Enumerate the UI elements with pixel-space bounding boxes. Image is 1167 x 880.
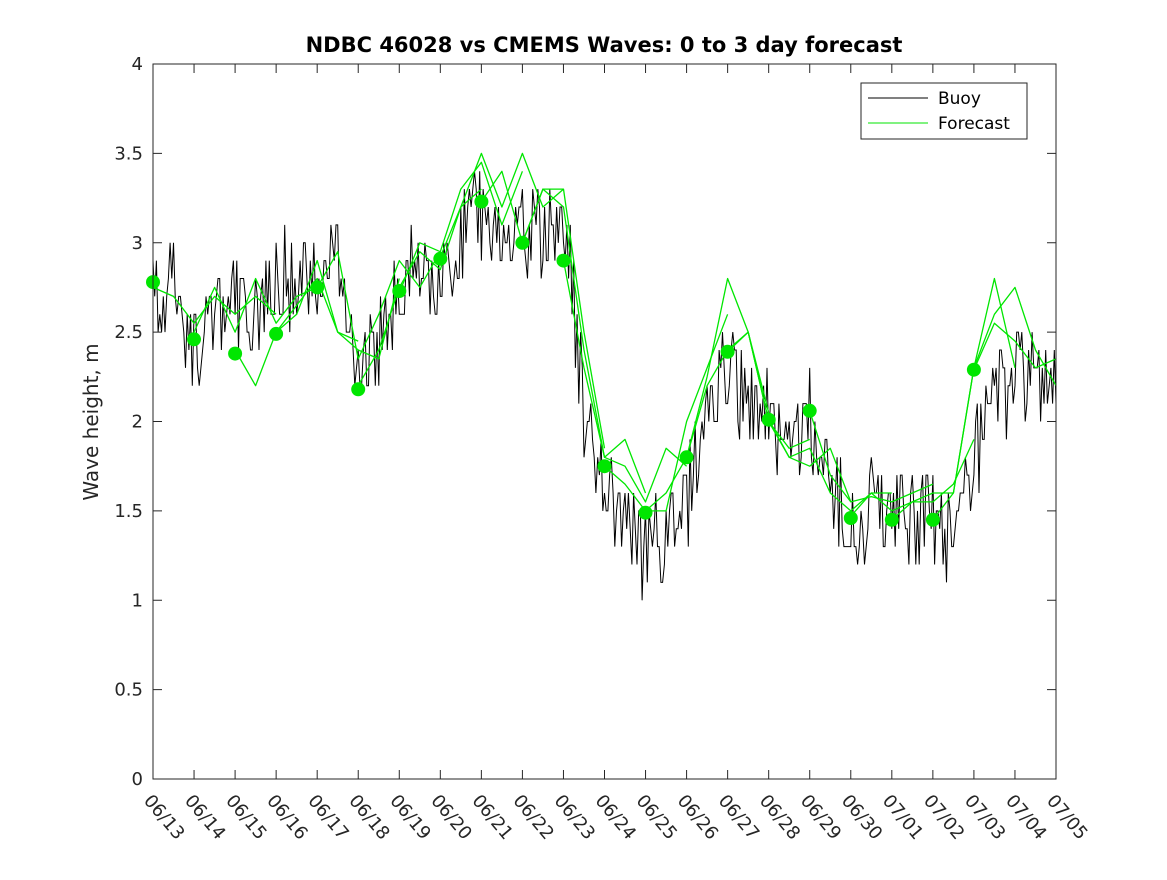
y-tick-label-2: 1 — [132, 590, 143, 611]
forecast-line-3 — [275, 259, 400, 360]
forecast-marker-5 — [351, 382, 366, 397]
forecast-marker-7 — [433, 251, 448, 266]
forecast-line-4 — [316, 251, 441, 360]
forecast-marker-19 — [925, 512, 940, 527]
y-tick-label-6: 3 — [132, 233, 143, 254]
y-tick-label-1: 0.5 — [114, 680, 143, 701]
forecast-marker-10 — [556, 253, 571, 268]
forecast-line-6 — [398, 161, 524, 294]
forecast-marker-20 — [966, 362, 981, 377]
y-tick-label-5: 2.5 — [114, 322, 143, 343]
forecast-marker-9 — [515, 235, 530, 250]
forecast-marker-3 — [269, 326, 284, 341]
forecast-marker-12 — [638, 505, 653, 520]
buoy-line — [152, 171, 1057, 601]
legend-buoy-label: Buoy — [938, 89, 981, 109]
forecast-marker-11 — [597, 459, 612, 474]
y-tick-label-8: 4 — [132, 54, 143, 75]
y-tick-label-4: 2 — [132, 412, 143, 433]
y-axis-ticks: 0 0.5 1 1.5 2 2.5 3 3.5 4 — [114, 54, 1056, 790]
legend: Buoy Forecast — [860, 82, 1028, 140]
forecast-series — [152, 152, 1057, 521]
forecast-marker-8 — [474, 194, 489, 209]
forecast-marker-13 — [679, 450, 694, 465]
forecast-marker-14 — [720, 344, 735, 359]
forecast-line-10 — [562, 260, 688, 503]
forecast-marker-1 — [187, 332, 201, 347]
y-axis-label: Wave height, m — [79, 343, 103, 500]
forecast-line-7 — [439, 152, 564, 258]
forecast-line-1 — [193, 277, 318, 333]
forecast-marker-17 — [843, 511, 858, 525]
y-tick-label-0: 0 — [132, 769, 143, 790]
y-tick-label-7: 3.5 — [114, 143, 143, 164]
forecast-initial-markers — [146, 194, 981, 527]
forecast-line-11 — [604, 314, 729, 512]
forecast-line-16 — [809, 410, 934, 503]
chart-title: NDBC 46028 vs CMEMS Waves: 0 to 3 day fo… — [306, 33, 903, 57]
forecast-marker-18 — [884, 512, 899, 527]
plot-area — [153, 64, 1056, 779]
forecast-line-19 — [932, 286, 1057, 521]
forecast-line-9 — [521, 188, 647, 494]
forecast-line-0 — [152, 286, 277, 324]
forecast-marker-15 — [761, 412, 776, 427]
legend-box — [860, 82, 1028, 140]
forecast-marker-2 — [228, 346, 243, 361]
forecast-marker-16 — [802, 403, 817, 418]
y-tick-label-3: 1.5 — [114, 501, 143, 522]
buoy-series — [152, 171, 1057, 601]
forecast-line-20 — [973, 322, 1057, 370]
legend-forecast-label: Forecast — [938, 114, 1010, 134]
forecast-marker-4 — [310, 280, 325, 295]
forecast-marker-6 — [392, 284, 407, 298]
